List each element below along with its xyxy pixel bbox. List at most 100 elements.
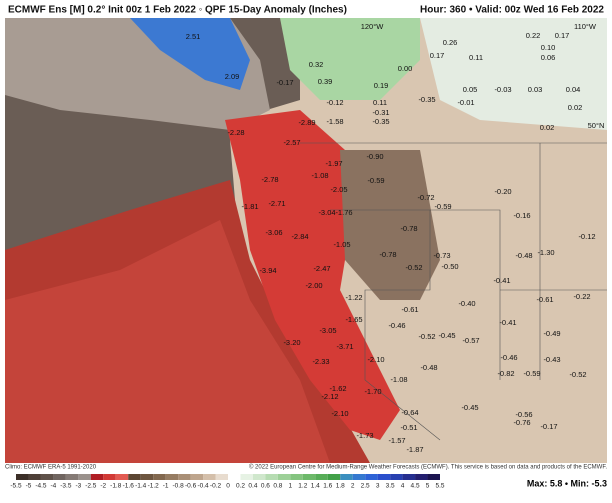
value-label: 0.10 xyxy=(541,43,556,52)
color-swatch xyxy=(215,474,228,480)
colorbar-label: -1.4 xyxy=(135,483,147,490)
value-label: -0.31 xyxy=(372,108,389,117)
value-label: 0.11 xyxy=(469,53,483,62)
color-swatch xyxy=(16,474,29,480)
colorbar-label: 3 xyxy=(376,483,380,490)
value-label: 0.06 xyxy=(541,53,556,62)
color-swatch xyxy=(178,474,191,480)
value-label: -2.47 xyxy=(313,264,330,273)
value-label: 0.39 xyxy=(318,77,333,86)
color-swatch xyxy=(203,474,216,480)
value-label: -0.35 xyxy=(372,117,389,126)
inland-dry xyxy=(340,150,440,300)
value-label: -1.05 xyxy=(333,240,350,249)
value-label: -2.05 xyxy=(330,185,347,194)
value-label: 0.02 xyxy=(540,123,555,132)
value-label: -0.43 xyxy=(543,355,560,364)
value-label: -0.17 xyxy=(276,78,293,87)
value-label: -0.78 xyxy=(379,250,396,259)
color-swatch xyxy=(28,474,41,480)
colorbar-label: -4 xyxy=(51,483,57,490)
value-label: -0.48 xyxy=(420,363,437,372)
value-label: 0.17 xyxy=(555,31,570,40)
value-label: -0.64 xyxy=(401,408,418,417)
value-label: 2.51 xyxy=(186,32,201,41)
value-label: -0.46 xyxy=(388,321,405,330)
value-label: 0.26 xyxy=(443,38,458,47)
value-label: -1.87 xyxy=(406,445,423,454)
colorbar-label: -1.2 xyxy=(148,483,160,490)
color-swatch xyxy=(327,474,341,480)
color-swatch xyxy=(277,474,291,480)
colorbar-label: 0.2 xyxy=(236,483,245,490)
color-swatch xyxy=(240,474,253,480)
value-label: -0.12 xyxy=(326,98,343,107)
color-swatch xyxy=(377,474,391,480)
value-label: -0.46 xyxy=(500,353,517,362)
colorbar-label: 0.8 xyxy=(273,483,282,490)
value-label: -0.22 xyxy=(573,292,590,301)
value-label: -0.41 xyxy=(499,318,516,327)
value-label: -1.81 xyxy=(241,202,258,211)
value-label: -1.97 xyxy=(325,159,342,168)
value-label: -0.45 xyxy=(438,331,455,340)
colorbar-label: -0.6 xyxy=(185,483,197,490)
colorbar-label: -0.4 xyxy=(197,483,209,490)
color-swatch xyxy=(190,474,204,480)
colorbar-label: -0.8 xyxy=(173,483,185,490)
value-label: -0.41 xyxy=(493,276,510,285)
color-swatch xyxy=(390,474,403,480)
value-label: -0.78 xyxy=(400,224,417,233)
colorbar-label: 4 xyxy=(401,483,405,490)
colorbar-label: 1.2 xyxy=(298,483,307,490)
header-left: ECMWF Ens [M] 0.2° Init 00z 1 Feb 2022 ◦… xyxy=(8,5,347,16)
colorbar-label: -1 xyxy=(163,483,169,490)
map-labels: 120°W 110°W 50°N 2.51 2.09 -0.17 0.32 0.39 0.19 0… xyxy=(186,22,605,454)
value-label: -3.94 xyxy=(259,266,276,275)
colorbar-label: 5 xyxy=(426,483,430,490)
value-label: -0.61 xyxy=(536,295,553,304)
color-swatch xyxy=(228,474,241,480)
value-label: -0.12 xyxy=(578,232,595,241)
header-bar xyxy=(5,2,607,18)
value-label: -2.57 xyxy=(283,138,300,147)
value-label: -1.76 xyxy=(335,208,352,217)
value-label: -0.82 xyxy=(497,369,514,378)
value-label: -1.08 xyxy=(311,171,328,180)
value-label: -0.76 xyxy=(513,418,530,427)
value-label: -2.12 xyxy=(321,392,338,401)
value-label: -2.84 xyxy=(291,232,308,241)
color-swatch xyxy=(115,474,129,480)
value-label: -0.51 xyxy=(400,423,417,432)
colorbar-label: 2 xyxy=(351,483,355,490)
value-label: -0.45 xyxy=(461,403,478,412)
value-label: -1.08 xyxy=(390,375,407,384)
value-label: -0.56 xyxy=(515,410,532,419)
colorbar-label: -5 xyxy=(26,483,32,490)
value-label: 0.32 xyxy=(309,60,324,69)
color-swatch xyxy=(265,474,278,480)
color-swatch xyxy=(365,474,378,480)
colorbar-label: -3 xyxy=(75,483,81,490)
value-label: -3.04 xyxy=(318,208,335,217)
value-label: -0.03 xyxy=(494,85,511,94)
value-label: -0.50 xyxy=(441,262,458,271)
value-label: 0.11 xyxy=(373,98,387,107)
value-label: 2.09 xyxy=(225,72,240,81)
coord-label: 50°N xyxy=(588,121,605,130)
value-label: -0.20 xyxy=(494,187,511,196)
blue-area xyxy=(130,18,250,90)
value-label: -2.10 xyxy=(367,355,384,364)
color-swatch xyxy=(153,474,166,480)
coord-label: 110°W xyxy=(574,22,597,31)
coast-red xyxy=(225,110,400,440)
colorbar-label: 1 xyxy=(289,483,293,490)
colorbar-label: -1.8 xyxy=(110,483,122,490)
value-label: -1.57 xyxy=(388,436,405,445)
border-line xyxy=(430,209,501,380)
color-swatch xyxy=(290,474,303,480)
value-label: -0.57 xyxy=(462,336,479,345)
colorbar-label: 5.5 xyxy=(435,483,444,490)
color-swatch xyxy=(128,474,141,480)
colorbar-label: -0.2 xyxy=(210,483,222,490)
